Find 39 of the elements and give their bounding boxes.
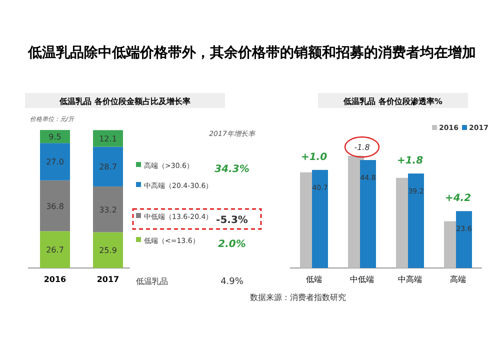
text: 低温乳品除中低端价格带外，其余价格带的销额和招募的消费者均在增加 [27, 44, 476, 61]
data-label: 27.0 [46, 158, 64, 167]
data-label: 28.7 [99, 162, 117, 172]
bar [93, 130, 123, 147]
text: 2.0% [218, 239, 246, 250]
chart-title: 低温乳品 各价位段金额占比及增长率 [58, 96, 190, 106]
bar [360, 160, 376, 268]
bar [40, 231, 70, 268]
text: 低温乳品 [136, 277, 168, 286]
bar [40, 143, 70, 180]
bar [40, 130, 70, 144]
x-tick-label: 中低端 [350, 275, 374, 284]
x-tick-label: 高端 [450, 275, 466, 284]
chart-title: 低温乳品 各价位段渗透率% [342, 96, 442, 106]
text: 34.3% [214, 164, 250, 175]
annotation: -1.8 [354, 143, 370, 152]
bar [40, 180, 70, 232]
annotation: +1.0 [300, 152, 328, 163]
annotation: +1.8 [396, 156, 424, 167]
data-label: 33.2 [99, 205, 117, 214]
annotation: +4.2 [444, 193, 472, 204]
x-tick-label: 2016 [44, 275, 67, 284]
bar [312, 170, 328, 268]
data-label: 25.9 [99, 246, 117, 256]
text: 4.9% [220, 277, 244, 287]
data-label: 26.7 [46, 246, 64, 255]
bar [93, 232, 123, 268]
bar [456, 211, 472, 268]
x-tick-label: 中高端 [398, 275, 422, 284]
data-label: 9.5 [48, 132, 62, 142]
data-label: 36.8 [46, 202, 64, 211]
x-tick-label: 2017 [96, 275, 120, 284]
x-tick-label: 低端 [306, 275, 322, 284]
bar [93, 186, 123, 232]
bar [408, 174, 424, 268]
data-label: 12.1 [99, 134, 117, 144]
bar [93, 146, 123, 186]
text: -5.3% [216, 215, 248, 226]
source-note: 数据来源：消费者指数研究 [250, 293, 346, 302]
